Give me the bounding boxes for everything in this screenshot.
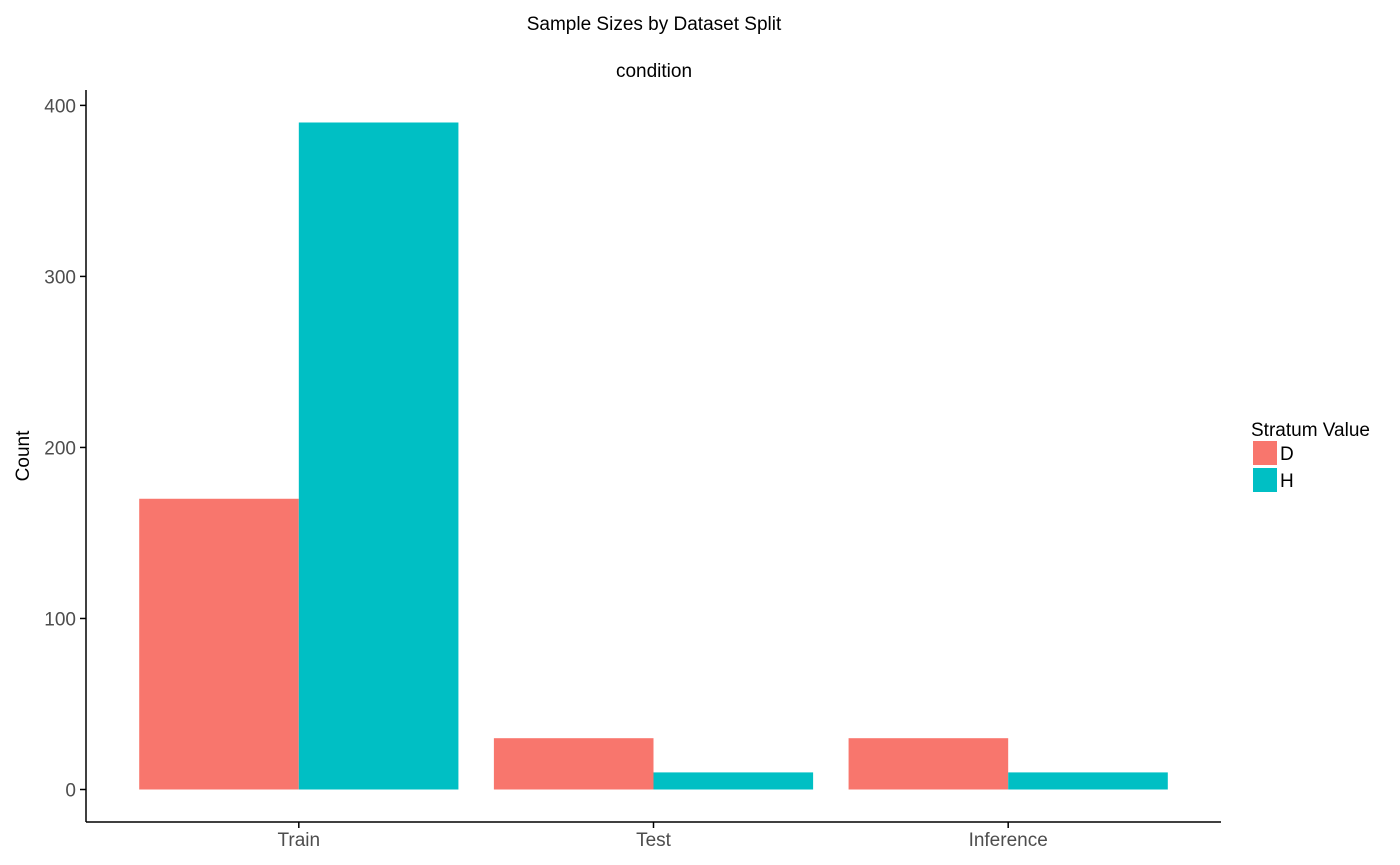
bar-D-train	[139, 498, 299, 790]
legend-label-D: D	[1280, 444, 1294, 465]
bar-H-train	[298, 122, 459, 790]
chart-title: Sample Sizes by Dataset Split	[527, 14, 782, 35]
chart-subtitle: condition	[616, 61, 692, 82]
y-tick-label: 300	[44, 267, 76, 288]
x-tick-label: Inference	[969, 830, 1048, 851]
y-tick-label: 100	[44, 609, 76, 630]
bars-group	[139, 122, 1168, 790]
y-tick-label: 0	[65, 781, 76, 802]
y-ticks-group: 0 100 200 300 400	[44, 96, 86, 802]
bar-D-test	[493, 738, 654, 790]
y-tick-label: 400	[44, 96, 76, 117]
x-ticks-group: Train Test Inference	[278, 822, 1048, 851]
legend: Stratum Value DH	[1251, 420, 1370, 492]
bar-H-test	[653, 772, 814, 790]
legend-swatch-H	[1253, 468, 1277, 492]
y-tick-label: 200	[44, 438, 76, 459]
bar-D-inference	[848, 738, 1009, 790]
legend-label-H: H	[1280, 471, 1294, 492]
legend-title: Stratum Value	[1251, 420, 1370, 441]
bar-H-inference	[1008, 772, 1168, 790]
x-tick-label: Train	[278, 830, 321, 851]
x-tick-label: Test	[636, 830, 672, 851]
legend-swatch-D	[1253, 441, 1277, 465]
y-axis-title: Count	[13, 430, 34, 481]
